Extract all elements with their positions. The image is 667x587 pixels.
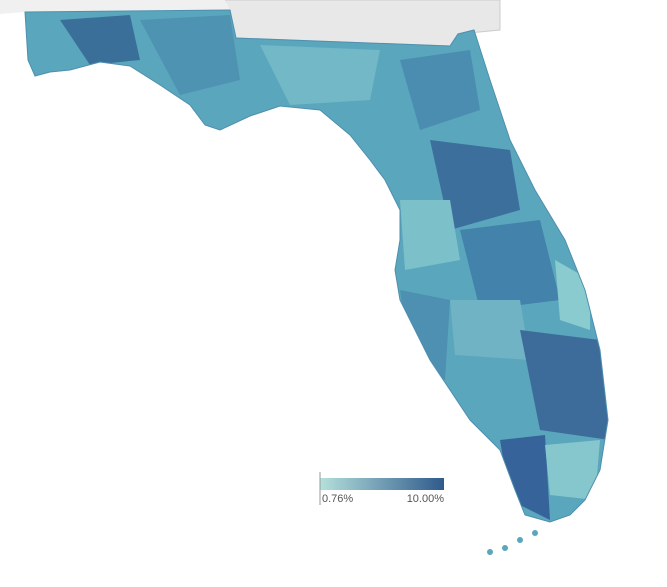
island — [517, 537, 523, 543]
legend-max: 10.00% — [407, 493, 445, 505]
legend-scale — [320, 478, 444, 490]
island — [532, 530, 538, 536]
island — [502, 545, 508, 551]
keys — [487, 530, 538, 555]
region — [60, 15, 140, 65]
region — [545, 440, 600, 500]
region — [460, 220, 560, 310]
region — [450, 300, 530, 360]
region — [430, 140, 520, 230]
legend: 0.76% 10.00% — [319, 472, 445, 505]
region — [555, 260, 590, 330]
region — [140, 15, 240, 95]
legend-min: 0.76% — [322, 493, 353, 505]
region — [400, 290, 450, 380]
region — [520, 330, 608, 440]
region — [400, 200, 460, 270]
island — [487, 549, 493, 555]
region — [500, 435, 550, 520]
region — [260, 45, 380, 105]
region — [400, 50, 480, 130]
